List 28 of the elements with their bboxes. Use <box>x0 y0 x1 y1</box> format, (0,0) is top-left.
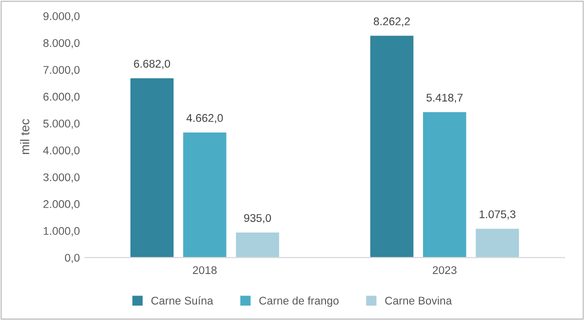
y-tick-label: 7.000,0 <box>43 66 80 76</box>
data-label: 8.262,2 <box>374 17 410 27</box>
bar <box>423 112 466 258</box>
y-tick-label: 9.000,0 <box>43 12 80 22</box>
legend-label: Carne Bovina <box>385 296 452 305</box>
y-tick-label: 1.000,0 <box>44 227 80 236</box>
x-tick-label: 2023 <box>432 266 456 274</box>
y-tick-label: 2.000,0 <box>43 200 80 210</box>
data-label: 4.662,0 <box>186 114 223 124</box>
legend-label: Carne Suína <box>151 296 214 305</box>
y-axis-title: mil tec <box>20 119 30 154</box>
x-tick-label: 2018 <box>192 266 217 274</box>
bar <box>476 228 519 258</box>
bar <box>370 36 414 258</box>
data-label: 6.682,0 <box>134 60 170 70</box>
y-tick-label: 5.000,0 <box>43 120 80 129</box>
y-tick-label: 8.000,0 <box>43 39 80 48</box>
bar <box>183 132 226 258</box>
y-tick-label: 0,0 <box>64 254 80 264</box>
y-tick-label: 6.000,0 <box>43 92 80 102</box>
y-tick-label: 4.000,0 <box>43 146 80 156</box>
bar <box>130 78 174 258</box>
data-label: 1.075,3 <box>480 210 516 220</box>
data-label: 5.418,7 <box>426 94 463 103</box>
y-tick-label: 3.000,0 <box>43 173 80 183</box>
legend-label: Carne de frango <box>259 296 339 307</box>
bar <box>236 232 280 258</box>
data-label: 935,0 <box>244 214 271 224</box>
